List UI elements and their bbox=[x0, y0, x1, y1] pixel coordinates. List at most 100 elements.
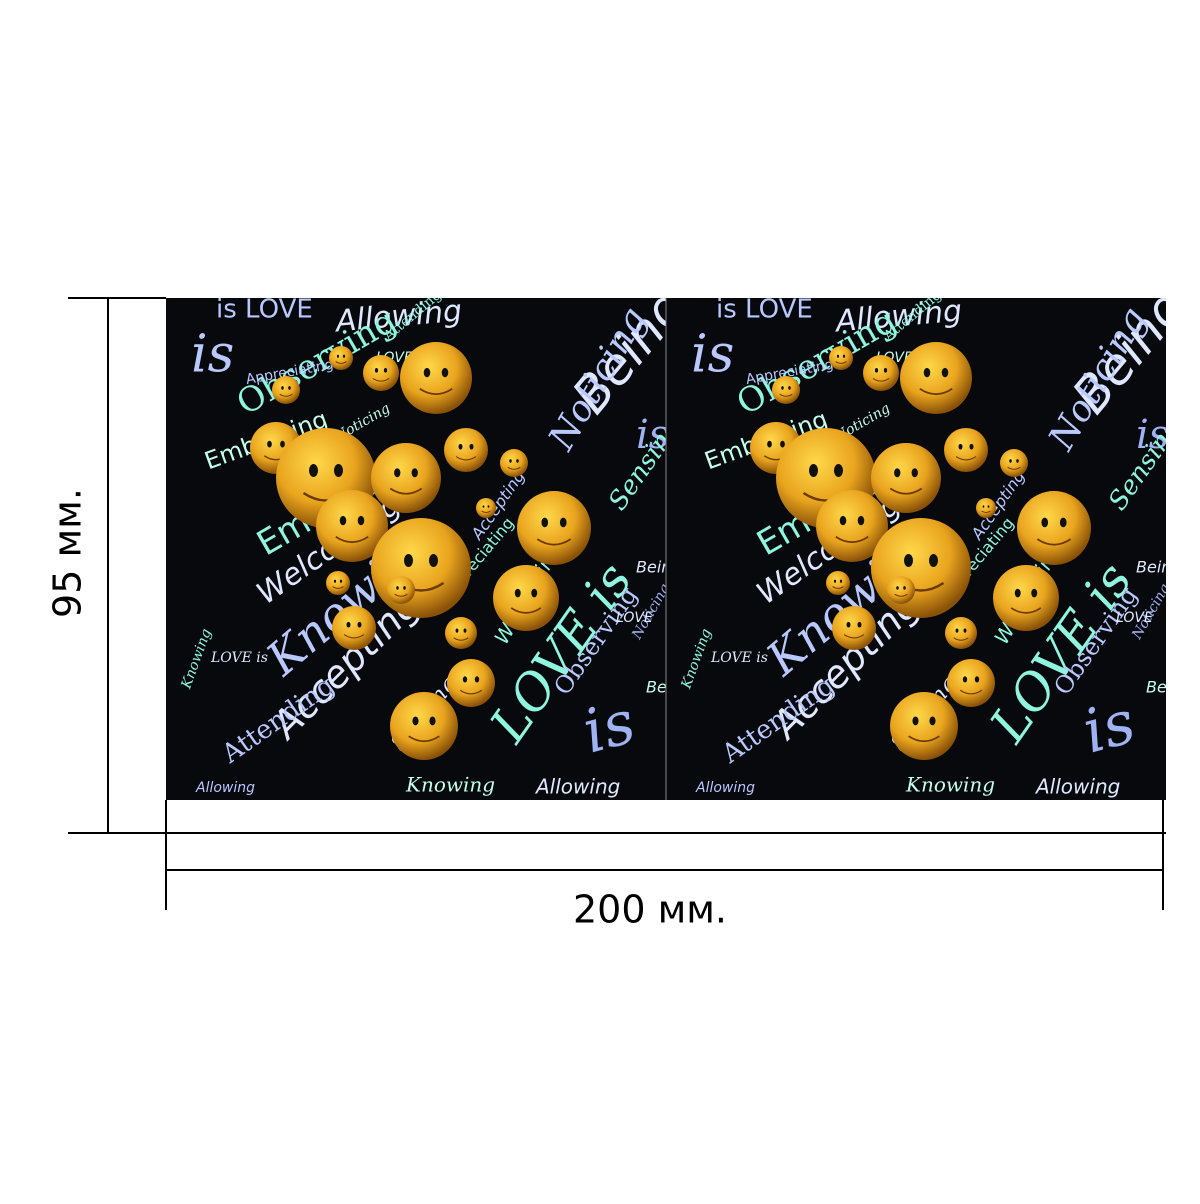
smiley-eye bbox=[429, 554, 438, 567]
smiley-eye bbox=[911, 468, 918, 478]
word: LOVE bbox=[616, 610, 653, 626]
smiley-eye bbox=[982, 505, 985, 508]
smiley-eye bbox=[429, 716, 436, 726]
smiley-eye bbox=[839, 515, 847, 526]
artwork-panel: is LOVEisAllowingObservingBeingNoticingE… bbox=[166, 298, 682, 800]
smiley-eye bbox=[463, 628, 467, 633]
smiley-mouth bbox=[459, 689, 483, 695]
smiley-mouth bbox=[335, 361, 347, 364]
smiley-eye bbox=[357, 515, 365, 526]
smiley-face bbox=[945, 617, 977, 649]
smiley-face bbox=[993, 565, 1059, 631]
smiley-eye bbox=[458, 443, 463, 450]
smiley bbox=[772, 376, 800, 404]
smiley-eye bbox=[441, 367, 449, 378]
smiley-eye bbox=[487, 505, 490, 508]
smiley-eye bbox=[411, 468, 418, 478]
smiley bbox=[500, 449, 528, 477]
smiley-eye bbox=[974, 676, 980, 683]
smiley-face bbox=[400, 342, 472, 414]
smiley bbox=[947, 659, 995, 707]
smiley-eye bbox=[1009, 459, 1012, 463]
word: LOVE bbox=[1116, 610, 1153, 626]
smiley bbox=[316, 490, 388, 562]
smiley-eye bbox=[423, 367, 431, 378]
width-label: 200 мм. bbox=[573, 888, 727, 932]
smiley-eye bbox=[1041, 517, 1049, 528]
smiley-face bbox=[976, 498, 996, 518]
smiley-eye bbox=[941, 367, 949, 378]
smiley-eye bbox=[894, 468, 901, 478]
smiley-eye bbox=[958, 443, 963, 450]
smiley-face bbox=[445, 617, 477, 649]
smiley-eye bbox=[846, 621, 851, 628]
word: Knowing bbox=[405, 773, 495, 797]
dimension-lines bbox=[68, 297, 1166, 910]
smiley-eye bbox=[334, 464, 343, 477]
word: is bbox=[691, 325, 734, 385]
smiley-mouth bbox=[835, 536, 869, 544]
smiley-eye bbox=[857, 515, 865, 526]
smiley-mouth bbox=[832, 586, 844, 589]
smiley bbox=[493, 565, 559, 631]
smiley bbox=[871, 518, 971, 618]
artwork-panel: is LOVEisAllowingObservingBeingNoticingE… bbox=[666, 298, 1166, 800]
word: is bbox=[636, 412, 669, 458]
smiley-eye bbox=[788, 386, 791, 390]
smiley bbox=[887, 576, 915, 604]
smiley-eye bbox=[987, 505, 990, 508]
smiley-face bbox=[390, 692, 458, 760]
smiley-mouth bbox=[332, 586, 344, 589]
smiley-mouth bbox=[510, 607, 542, 614]
smiley-mouth bbox=[843, 634, 865, 639]
smiley-eye bbox=[404, 554, 413, 567]
smiley-eye bbox=[1014, 588, 1021, 598]
smiley bbox=[944, 428, 988, 472]
smiley-eye bbox=[842, 354, 846, 358]
smiley-mouth bbox=[279, 393, 293, 397]
smiley bbox=[371, 518, 471, 618]
smiley-eye bbox=[531, 588, 538, 598]
smiley-face bbox=[826, 571, 850, 595]
word: LOVE is bbox=[710, 650, 768, 666]
smiley-eye bbox=[281, 386, 284, 390]
smiley-mouth bbox=[981, 510, 991, 513]
smiley-mouth bbox=[953, 637, 969, 641]
smiley-mouth bbox=[453, 637, 469, 641]
word: Being bbox=[636, 558, 682, 577]
smiley-face bbox=[890, 692, 958, 760]
smiley-mouth bbox=[919, 388, 953, 396]
smiley bbox=[1000, 449, 1028, 477]
smiley-face bbox=[871, 518, 971, 618]
smiley-face bbox=[900, 342, 972, 414]
smiley bbox=[476, 498, 496, 518]
smiley-eye bbox=[396, 586, 399, 590]
smiley-eye bbox=[383, 367, 388, 373]
smiley-mouth bbox=[481, 510, 491, 513]
smiley bbox=[871, 443, 941, 513]
smiley-eye bbox=[839, 579, 843, 583]
smiley-eye bbox=[929, 716, 936, 726]
smiley-eye bbox=[374, 367, 379, 373]
smiley-mouth bbox=[419, 388, 453, 396]
smiley-eye bbox=[834, 464, 843, 477]
smiley-face bbox=[316, 490, 388, 562]
smiley-face bbox=[887, 576, 915, 604]
smiley-mouth bbox=[394, 593, 408, 597]
smiley bbox=[890, 692, 958, 760]
smiley bbox=[816, 490, 888, 562]
smiley-face bbox=[371, 443, 441, 513]
smiley bbox=[863, 355, 899, 391]
smiley-eye bbox=[509, 459, 512, 463]
smiley-eye bbox=[412, 716, 419, 726]
smiley bbox=[1017, 491, 1091, 565]
smiley-eye bbox=[342, 354, 346, 358]
smiley-eye bbox=[267, 440, 272, 448]
smiley-eye bbox=[1031, 588, 1038, 598]
smiley-eye bbox=[955, 628, 959, 633]
smiley-mouth bbox=[343, 634, 365, 639]
smiley-eye bbox=[962, 676, 968, 683]
smiley-face bbox=[944, 428, 988, 472]
smiley bbox=[400, 342, 472, 414]
smiley bbox=[371, 443, 441, 513]
